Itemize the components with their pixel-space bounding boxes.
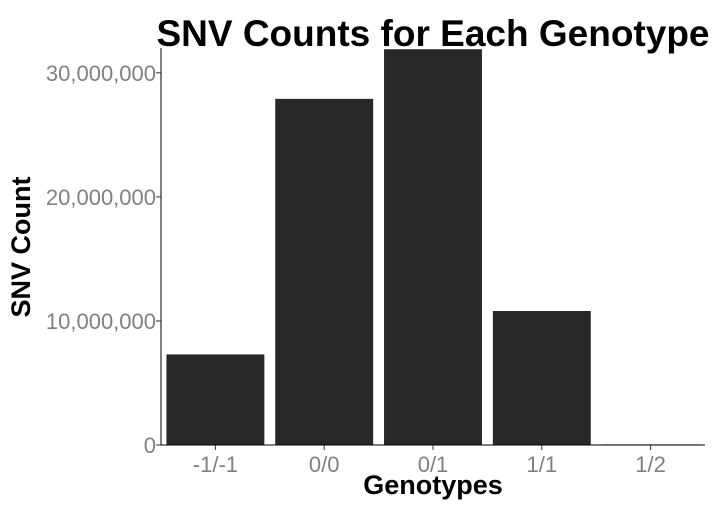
y-tick-label: 30,000,000 bbox=[46, 61, 156, 86]
bar-0/1 bbox=[384, 49, 482, 446]
x-axis-ticks: -1/-1 0/0 0/1 1/1 1/2 bbox=[193, 445, 666, 477]
x-tick-label: 0/1 bbox=[418, 452, 449, 477]
bar-0/0 bbox=[275, 98, 374, 446]
x-tick-label: 1/1 bbox=[527, 452, 558, 477]
y-tick-label: 20,000,000 bbox=[46, 185, 156, 210]
y-axis-title: SNV Count bbox=[6, 177, 36, 318]
bar-1/1 bbox=[492, 311, 591, 445]
y-tick-label: 10,000,000 bbox=[46, 309, 156, 334]
y-axis-ticks: 0 10,000,000 20,000,000 30,000,000 bbox=[46, 61, 161, 458]
bars-group bbox=[166, 49, 700, 446]
x-tick-label: 1/2 bbox=[635, 452, 666, 477]
bar--1/-1 bbox=[166, 354, 265, 445]
y-tick-label: 0 bbox=[144, 433, 156, 458]
chart-title: SNV Counts for Each Genotype bbox=[156, 13, 709, 54]
x-tick-label: 0/0 bbox=[309, 452, 340, 477]
x-axis-title: Genotypes bbox=[363, 470, 503, 500]
x-tick-label: -1/-1 bbox=[193, 452, 238, 477]
